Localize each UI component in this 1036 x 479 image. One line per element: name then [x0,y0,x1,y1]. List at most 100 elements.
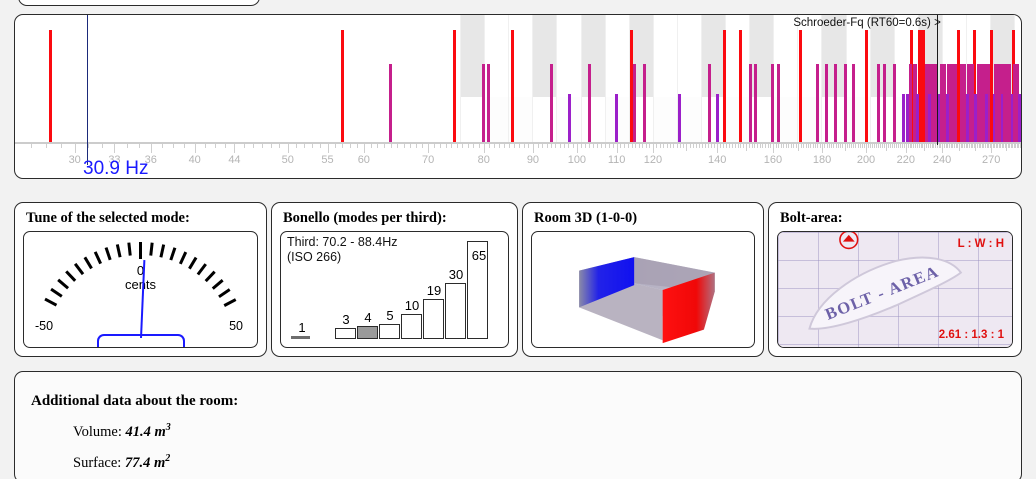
mode-bar-tangential[interactable] [1005,64,1009,142]
mode-bar-tangential[interactable] [834,64,838,142]
mode-bar-axial[interactable] [452,30,456,142]
mode-bar-tangential[interactable] [825,64,829,142]
mode-bar-tangential[interactable] [882,64,886,142]
mode-bar-axial[interactable] [630,30,634,142]
mode-bar-tangential[interactable] [389,64,393,142]
mode-bar-axial[interactable] [738,30,742,142]
mode-bar-tangential[interactable] [982,64,986,142]
mode-bar-axial[interactable] [921,30,925,142]
bonello-bar[interactable] [379,323,400,339]
mode-bar-oblique[interactable] [678,94,682,142]
gauge-tick [212,279,224,290]
mode-bar-axial[interactable] [48,30,52,142]
gauge-tick [149,242,154,256]
mode-bar-tangential[interactable] [912,64,916,142]
mode-bar-tangential[interactable] [815,64,819,142]
mode-bar-tangential[interactable] [482,64,486,142]
mode-bar-tangential[interactable] [968,64,972,142]
mode-bar-oblique[interactable] [1018,94,1021,142]
mode-bar-tangential[interactable] [934,64,938,142]
room3d-render[interactable] [532,232,754,347]
bonello-bar[interactable] [401,313,422,339]
mode-bar-axial[interactable] [1011,30,1015,142]
bonello-bar[interactable] [445,282,466,339]
selected-frequency-cursor[interactable] [87,15,89,165]
mode-bar-tangential[interactable] [963,64,967,142]
mode-bar-oblique[interactable] [906,94,910,142]
mode-spectrum-panel[interactable]: 30 33 36 40 44 50 55 60 70 80 90 100 110 120 140 160 180… [14,14,1022,179]
axis-tick-label: 160 [763,154,783,166]
bonello-bar[interactable] [423,298,444,339]
mode-bar-oblique[interactable] [928,94,932,142]
mode-bar-tangential[interactable] [909,64,913,142]
mode-bar-oblique[interactable] [1000,94,1004,142]
mode-bar-oblique[interactable] [937,94,941,142]
mode-bar-tangential[interactable] [642,64,646,142]
mode-bar-tangential[interactable] [771,64,775,142]
mode-bar-tangential[interactable] [748,64,752,142]
mode-bar-axial[interactable] [511,30,515,142]
bonello-bar[interactable] [335,328,356,339]
mode-bar-tangential[interactable] [754,64,758,142]
mode-bar-tangential[interactable] [1013,64,1017,142]
mode-bar-tangential[interactable] [892,64,896,142]
mode-bar-oblique[interactable] [974,94,978,142]
axis-tick [1009,144,1011,148]
mode-bar-oblique[interactable] [915,94,919,142]
mode-bar-tangential[interactable] [942,64,946,142]
mode-bar-oblique[interactable] [615,94,619,142]
mode-bar-tangential[interactable] [979,64,983,142]
mode-bar-tangential[interactable] [960,64,964,142]
mode-bar-tangential[interactable] [997,64,1001,142]
bonello-bar[interactable] [467,241,488,339]
mode-bar-axial[interactable] [723,30,727,142]
mode-bar-oblique[interactable] [984,94,988,142]
mode-bar-tangential[interactable] [487,64,491,142]
mode-bar-tangential[interactable] [995,64,999,142]
bonello-chart-area[interactable]: Third: 70.2 - 88.4Hz (ISO 266) 1 3 4 5 10 19 3… [280,231,509,348]
mode-bar-tangential[interactable] [940,64,944,142]
mode-bar-oblique[interactable] [965,94,969,142]
mode-bar-oblique[interactable] [945,94,949,142]
mode-bar-tangential[interactable] [924,64,928,142]
mode-bar-tangential[interactable] [632,64,636,142]
mode-bar-tangential[interactable] [851,64,855,142]
mode-bar-axial[interactable] [864,30,868,142]
mode-bar-axial[interactable] [957,30,961,142]
mode-bar-axial[interactable] [990,30,994,142]
room3d-view[interactable] [531,231,755,348]
axis-tick [612,144,614,148]
mode-bar-tangential[interactable] [876,64,880,142]
axis-tick [384,144,386,148]
bonello-bar[interactable] [357,325,378,339]
mode-bar-oblique[interactable] [568,94,572,142]
mode-bar-axial[interactable] [973,30,977,142]
surface-unit: m [153,454,166,471]
mode-bar-tangential[interactable] [708,64,712,142]
mode-bar-tangential[interactable] [987,64,991,142]
mode-bar-tangential[interactable] [951,64,955,142]
mode-bar-tangential[interactable] [1003,64,1007,142]
mode-bar-oblique[interactable] [1010,94,1014,142]
bonello-bar[interactable] [291,336,310,339]
mode-bar-tangential[interactable] [776,64,780,142]
mode-bar-tangential[interactable] [948,64,952,142]
tune-gauge-area[interactable]: 0 cents -50 50 B0 [23,231,258,348]
mode-bar-tangential[interactable] [931,64,935,142]
mode-bar-tangential[interactable] [1015,64,1019,142]
mode-bar-axial[interactable] [340,30,344,142]
mode-bar-oblique[interactable] [902,94,906,142]
mode-bar-tangential[interactable] [587,64,591,142]
bolt-area-chart[interactable]: BOLT - AREA L : W : H 2.61 : 1.3 : 1 [777,231,1013,348]
mode-bar-oblique[interactable] [715,94,719,142]
axis-tick [1010,144,1012,148]
mode-bar-axial[interactable] [799,30,803,142]
mode-bar-axial[interactable] [918,30,922,142]
mode-bar-tangential[interactable] [954,64,958,142]
mode-bar-oblique[interactable] [992,94,996,142]
mode-bar-tangential[interactable] [976,64,980,142]
mode-bar-tangential[interactable] [1008,64,1012,142]
mode-bar-tangential[interactable] [550,64,554,142]
mode-bar-tangential[interactable] [971,64,975,142]
mode-bar-tangential[interactable] [844,64,848,142]
